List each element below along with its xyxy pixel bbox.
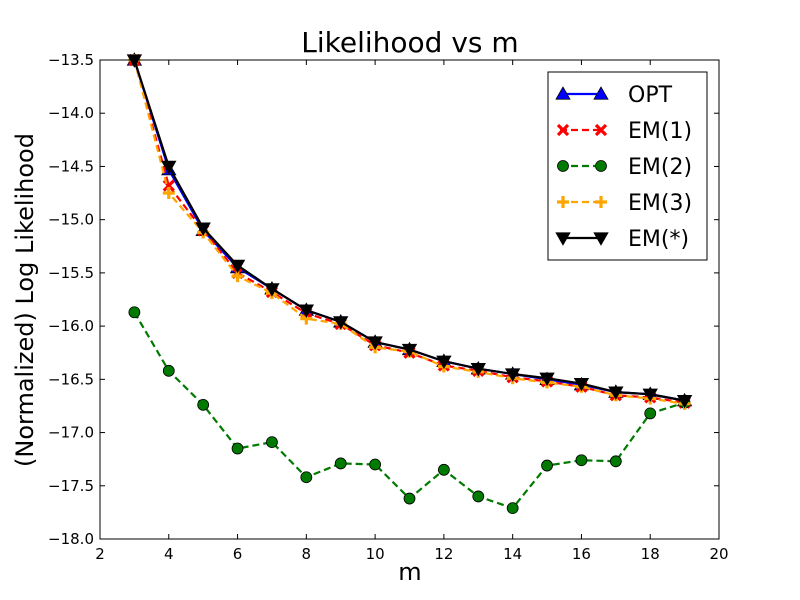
data-point <box>436 355 452 370</box>
data-point <box>401 343 418 358</box>
legend-marker <box>557 160 569 172</box>
legend-label: EM(3) <box>628 191 692 216</box>
x-tick-label: 12 <box>434 545 453 563</box>
data-point <box>162 187 175 200</box>
data-point <box>403 492 416 505</box>
legend-marker <box>555 232 571 246</box>
data-point <box>195 222 211 236</box>
y-tick-label: −15.5 <box>48 264 94 282</box>
data-point <box>470 363 486 377</box>
legend: OPT EM(1) EM(2) EM(3) EM(*) <box>547 71 708 261</box>
legend-label: EM(1) <box>628 119 692 144</box>
y-tick-label: −18.0 <box>48 530 94 548</box>
legend-marker <box>593 232 609 246</box>
y-tick-label: −14.5 <box>48 157 94 175</box>
plot-area: 2 4 6 8 10 12 14 16 18 20 −13.5 −14.0 −14.5 −15.0 −15.… <box>48 51 729 563</box>
data-point <box>506 502 519 515</box>
data-point <box>573 377 590 392</box>
y-tick-label: −16.5 <box>48 370 94 388</box>
data-point <box>676 394 693 409</box>
data-point <box>608 386 624 400</box>
plot-frame <box>99 59 720 540</box>
x-tick-label: 20 <box>709 545 728 563</box>
data-point <box>229 259 246 274</box>
data-point <box>264 283 280 297</box>
x-tick-label: 16 <box>572 545 591 563</box>
data-point <box>369 458 382 471</box>
data-point <box>437 463 450 476</box>
data-point <box>231 442 244 455</box>
chart-title: Likelihood vs m <box>301 26 518 59</box>
data-point <box>472 490 485 503</box>
y-tick-label: −15.0 <box>48 211 94 229</box>
legend-marker <box>555 86 571 100</box>
data-point <box>609 455 622 468</box>
x-tick-label: 6 <box>233 545 243 563</box>
x-tick-label: 18 <box>641 545 660 563</box>
legend-marker <box>595 160 607 172</box>
data-point <box>644 407 657 420</box>
data-point <box>334 457 347 470</box>
legend-marker <box>593 86 609 100</box>
x-tick-label: 10 <box>366 545 385 563</box>
legend-label: EM(*) <box>628 227 689 252</box>
data-point <box>575 454 588 467</box>
data-point <box>126 54 143 68</box>
data-point <box>266 436 278 449</box>
legend-label: OPT <box>628 83 673 108</box>
data-point <box>333 316 349 330</box>
y-axis-label: (Normalized) Log Likelihood <box>11 133 39 467</box>
data-point <box>197 398 210 411</box>
legend-marker <box>594 123 608 137</box>
x-axis-label: m <box>398 558 421 586</box>
series-line-em3 <box>133 59 685 405</box>
data-point <box>539 372 555 387</box>
data-point <box>642 388 658 403</box>
y-tick-label: −16.0 <box>48 317 94 335</box>
data-point <box>541 459 553 472</box>
data-point <box>300 471 313 484</box>
legend-marker <box>556 123 570 137</box>
legend-marker <box>595 196 607 208</box>
x-tick-label: 4 <box>164 545 174 563</box>
legend-marker <box>557 196 569 208</box>
x-tick-label: 8 <box>302 545 312 563</box>
data-point <box>504 368 521 382</box>
y-tick-label: −17.5 <box>48 477 94 495</box>
data-point <box>162 364 175 377</box>
data-point <box>161 160 177 175</box>
data-point <box>367 336 383 350</box>
y-tick-label: −17.0 <box>48 424 94 442</box>
y-tick-label: −13.5 <box>48 51 94 69</box>
legend-label: EM(2) <box>628 155 692 180</box>
y-tick-label: −14.0 <box>48 104 94 122</box>
data-point <box>298 304 315 318</box>
x-tick-label: 14 <box>503 545 522 563</box>
data-point <box>128 306 141 319</box>
x-tick-label: 2 <box>95 545 105 563</box>
